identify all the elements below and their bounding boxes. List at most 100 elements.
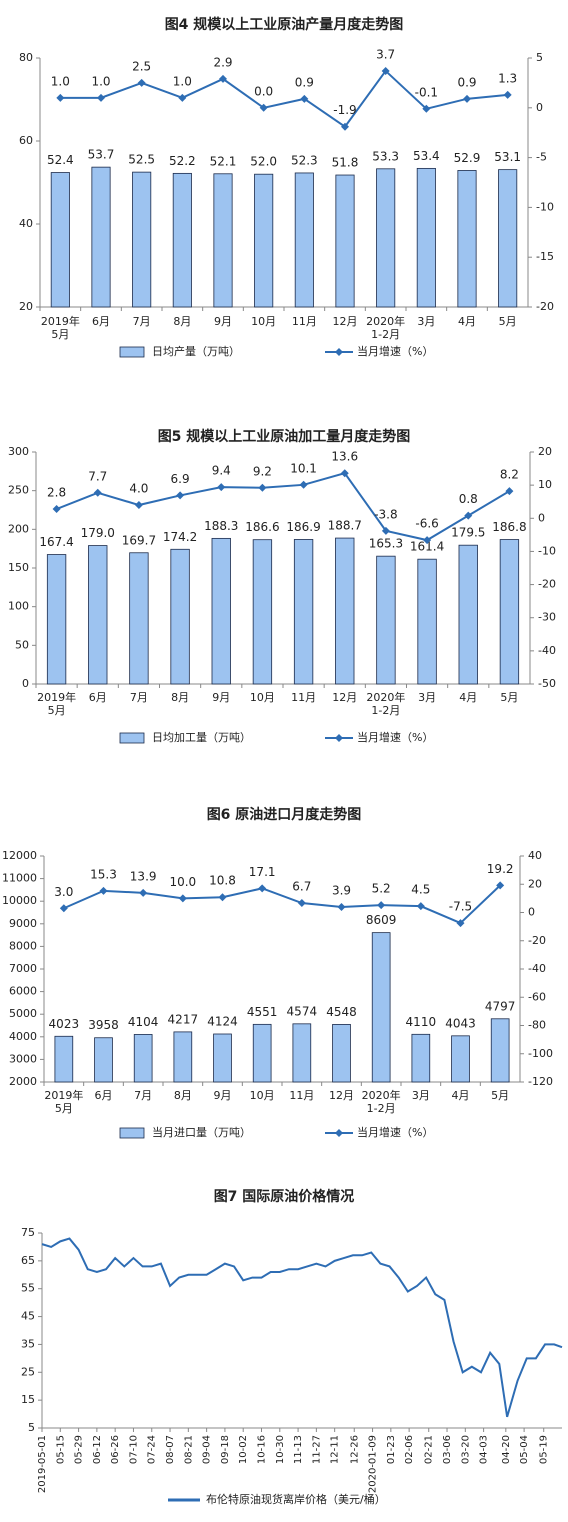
bar <box>213 1033 232 1083</box>
line-value-label: 2.5 <box>132 59 151 73</box>
line-value-label: 8.2 <box>500 468 519 482</box>
bar-value-label: 186.9 <box>286 520 320 534</box>
bar <box>173 1031 193 1083</box>
marker <box>52 505 61 514</box>
y-tick-label: 11000 <box>2 872 37 885</box>
marker <box>217 483 226 492</box>
x-tick-label: 5月 <box>491 1089 509 1102</box>
line-value-label: 1.3 <box>498 71 517 85</box>
x-tick-label: 02-21 <box>424 1435 435 1464</box>
bar-value-label: 52.4 <box>47 153 74 167</box>
y2-tick-label: -20 <box>536 300 554 313</box>
legend-label: 日均加工量（万吨） <box>152 731 251 744</box>
x-tick-label: 03-20 <box>460 1435 471 1464</box>
bar <box>335 174 355 308</box>
marker <box>340 469 349 478</box>
y-tick-label: 75 <box>21 1226 35 1239</box>
marker <box>219 74 227 83</box>
legend-swatch <box>119 346 145 358</box>
x-tick-label: 7月 <box>130 691 148 704</box>
marker <box>176 491 185 500</box>
chart-title: 图7 国际原油价格情况 <box>214 1188 355 1205</box>
x-tick-label: 2019年 5月 <box>41 314 80 341</box>
marker <box>496 881 505 890</box>
line-value-label: 9.4 <box>212 464 231 478</box>
line-value-label: 13.6 <box>331 450 358 464</box>
marker <box>178 894 187 903</box>
marker <box>297 899 306 908</box>
marker <box>97 93 105 102</box>
x-tick-label: 07-24 <box>147 1435 158 1464</box>
x-tick-label: 07-10 <box>128 1435 139 1464</box>
marker <box>422 104 431 113</box>
x-tick-label: 2019年 5月 <box>37 690 76 717</box>
x-tick-label: 05-04 <box>519 1435 530 1464</box>
y-tick-label: 3000 <box>9 1052 37 1065</box>
bar <box>54 1035 74 1083</box>
bar-value-label: 188.7 <box>328 519 362 533</box>
bar <box>211 537 231 685</box>
y-tick-label: 200 <box>8 522 29 535</box>
x-tick-label: 01-23 <box>386 1435 397 1464</box>
line-value-label: 5.2 <box>372 882 391 896</box>
y2-tick-label: -60 <box>528 990 546 1003</box>
bar-value-label: 179.5 <box>451 526 485 540</box>
bar-value-label: 51.8 <box>332 156 359 170</box>
legend-swatch <box>119 732 145 744</box>
legend-label: 日均产量（万吨） <box>152 344 240 358</box>
chart-title: 图6 原油进口月度走势图 <box>207 806 362 823</box>
legend-swatch <box>119 1127 145 1139</box>
bar <box>332 1024 351 1083</box>
bar <box>458 544 478 685</box>
x-tick-label: 2020年 1-2月 <box>362 1088 401 1115</box>
bar-value-label: 167.4 <box>39 535 73 549</box>
bar <box>293 539 314 685</box>
line-value-label: 3.7 <box>376 47 395 61</box>
bar <box>371 932 391 1083</box>
x-tick-label: 12-11 <box>330 1435 341 1464</box>
x-tick-label: 8月 <box>173 315 191 328</box>
y2-tick-label: -10 <box>538 544 556 557</box>
bar <box>499 539 520 685</box>
marker <box>218 893 227 902</box>
y2-tick-label: 0 <box>538 511 545 524</box>
y-tick-label: 10000 <box>2 894 37 907</box>
y2-tick-label: 0 <box>528 906 535 919</box>
y2-tick-label: -40 <box>538 644 556 657</box>
x-tick-label: 09-04 <box>202 1435 213 1464</box>
x-tick-label: 02-06 <box>404 1435 415 1464</box>
y2-tick-label: -30 <box>538 611 556 624</box>
y-tick-label: 0 <box>22 677 29 690</box>
line <box>60 69 508 129</box>
marker <box>134 501 143 510</box>
bar-value-label: 169.7 <box>122 533 156 547</box>
x-tick-label: 9月 <box>212 691 230 704</box>
y2-tick-label: -120 <box>528 1075 553 1088</box>
x-tick-label: 2020年 1-2月 <box>366 690 405 717</box>
y2-tick-label: 10 <box>538 478 552 491</box>
line-value-label: 19.2 <box>487 862 514 876</box>
marker <box>464 511 473 520</box>
y-tick-label: 55 <box>21 1282 35 1295</box>
y-tick-label: 7000 <box>9 962 37 975</box>
y-tick-label: 8000 <box>9 939 37 952</box>
line-value-label: 10.1 <box>290 461 317 475</box>
x-tick-label: 5月 <box>500 691 518 704</box>
bar-value-label: 8609 <box>366 913 397 927</box>
y2-tick-label: 20 <box>528 877 542 890</box>
x-tick-label: 2020-01-09 <box>368 1435 379 1493</box>
line-value-label: 0.8 <box>459 492 478 506</box>
x-tick-label: 11月 <box>291 691 316 704</box>
line-value-label: 10.8 <box>209 874 236 888</box>
x-tick-label: 12月 <box>332 691 357 704</box>
bar-value-label: 3958 <box>88 1018 119 1032</box>
x-tick-label: 04-20 <box>501 1435 512 1464</box>
marker <box>258 483 267 492</box>
bar <box>411 1033 431 1083</box>
bar-value-label: 53.3 <box>372 149 399 163</box>
marker <box>463 94 471 103</box>
x-tick-label: 11月 <box>289 1089 314 1102</box>
bar-value-label: 52.1 <box>210 154 237 168</box>
x-tick-label: 05-15 <box>55 1435 66 1464</box>
